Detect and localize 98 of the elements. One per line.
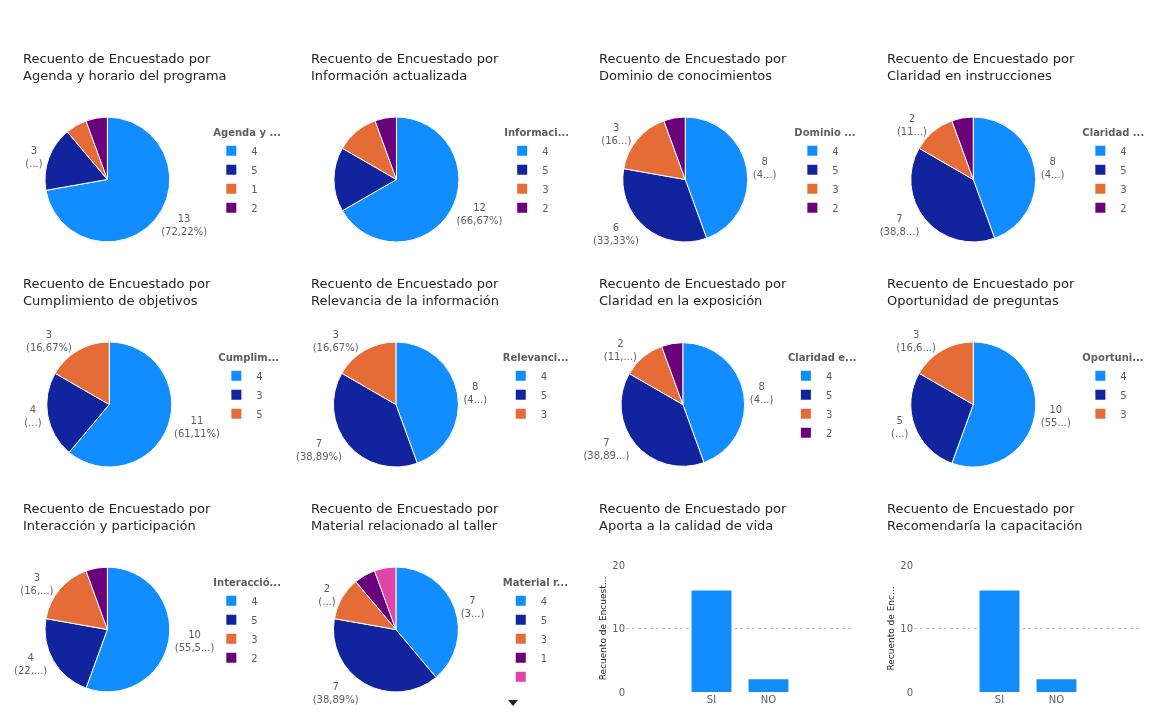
data-label: 4 (22,...) xyxy=(14,651,48,676)
legend-label: 5 xyxy=(832,164,839,176)
legend-label: 5 xyxy=(1120,164,1127,176)
legend-title: Informaci... xyxy=(504,127,570,139)
data-label: 3 (16...) xyxy=(601,122,632,147)
legend-label: 4 xyxy=(540,595,548,607)
legend-label: 3 xyxy=(540,633,548,645)
legend-title: Dominio ... xyxy=(794,127,856,139)
legend-label: 2 xyxy=(251,652,258,664)
legend-label: 4 xyxy=(251,145,258,157)
legend-label: 3 xyxy=(542,183,549,195)
legend-title: Agenda y ... xyxy=(213,127,281,139)
data-label: 2 (11,...) xyxy=(603,338,638,363)
legend-label: 1 xyxy=(251,183,258,195)
legend-label: 2 xyxy=(825,427,833,439)
legend-label: 4 xyxy=(251,595,258,607)
x-tick-label: NO xyxy=(1048,694,1065,705)
data-label: 10 (55,5...) xyxy=(174,628,215,653)
data-label: 11 (61,11%) xyxy=(173,415,221,440)
legend-label: 2 xyxy=(832,202,839,214)
legend-label: 4 xyxy=(256,370,263,382)
data-label: 8 (4...) xyxy=(463,381,488,406)
data-label: 2 (...) xyxy=(318,583,336,608)
data-label: 4 (...) xyxy=(24,403,42,428)
y-axis-title: Recuento de Enc... xyxy=(885,586,896,671)
chart-title: Recuento de Encuestado por Relevancia de la información xyxy=(311,276,500,308)
chart-title: Recuento de Encuestado por Claridad en la exposición xyxy=(599,276,787,308)
data-label: 7 (38,89%) xyxy=(296,437,343,462)
data-label: 7 (38,8...) xyxy=(879,212,920,237)
legend-label: 3 xyxy=(832,183,839,195)
legend-label: 5 xyxy=(540,614,548,626)
legend-label: 4 xyxy=(832,145,839,157)
legend-label: 3 xyxy=(1120,183,1127,195)
legend-title: Material r... xyxy=(502,577,568,589)
legend-label: 4 xyxy=(542,145,549,157)
data-label: 13 (72,22%) xyxy=(161,212,208,237)
y-tick-label: 10 xyxy=(612,623,625,634)
legend-label: 3 xyxy=(825,408,833,420)
data-label: 7 (3...) xyxy=(460,594,485,619)
y-tick-label: 0 xyxy=(906,686,913,698)
data-label: 7 (38,89%) xyxy=(312,680,359,705)
legend-label: 4 xyxy=(825,370,833,382)
legend-label: 2 xyxy=(542,202,549,214)
legend-label: 5 xyxy=(251,614,258,626)
y-tick-label: 20 xyxy=(612,559,625,571)
legend-label: 3 xyxy=(540,408,548,420)
legend-title: Relevanci... xyxy=(502,352,569,364)
legend-label: 5 xyxy=(825,389,833,401)
data-label: 8 (4...) xyxy=(749,381,774,406)
legend-label: 2 xyxy=(1120,202,1127,214)
data-label: 8 (4...) xyxy=(752,156,777,181)
x-tick-label: SI xyxy=(994,694,1005,705)
chart-title: Recuento de Encuestado por Dominio de conocimientos xyxy=(599,51,787,83)
y-tick-label: 20 xyxy=(900,559,913,571)
legend-title: Claridad ... xyxy=(1082,127,1145,139)
legend-label: 4 xyxy=(540,370,548,382)
legend-label: 2 xyxy=(251,202,258,214)
legend-title: Claridad e... xyxy=(787,352,857,364)
legend-title: Cumplim... xyxy=(218,352,280,364)
chart-title: Recuento de Encuestado por Oportunidad de preguntas xyxy=(887,276,1075,308)
chart-title: Recuento de Encuestado por Material relacionado al taller xyxy=(311,501,499,533)
data-label: 10 (55...) xyxy=(1040,403,1071,428)
legend-label: 3 xyxy=(251,633,258,645)
legend-label: 4 xyxy=(1120,370,1127,382)
data-label: 3 (16,6...) xyxy=(896,329,937,354)
y-tick-label: 0 xyxy=(618,686,625,698)
data-label: 2 (11...) xyxy=(896,112,928,137)
legend-label: 5 xyxy=(542,164,549,176)
legend-label: 4 xyxy=(1120,145,1127,157)
chart-title: Recuento de Encuestado por Información actualizada xyxy=(311,51,499,83)
data-label: 3 (16,...) xyxy=(20,572,54,597)
legend-label: 5 xyxy=(251,164,258,176)
legend-label: 3 xyxy=(256,389,263,401)
legend-label: 5 xyxy=(1120,389,1127,401)
data-label: 3 (16,67%) xyxy=(312,329,359,354)
data-label: 3 (16,67%) xyxy=(25,329,73,354)
y-axis-title: Recuento de Encuest... xyxy=(597,576,608,681)
y-tick-label: 10 xyxy=(900,623,913,634)
x-tick-label: SI xyxy=(706,694,717,705)
x-tick-label: NO xyxy=(760,694,777,705)
chart-title: Recuento de Encuestado por Claridad en instrucciones xyxy=(887,51,1075,83)
chart-title: Recuento de Encuestado por Recomendaría la capacitación xyxy=(887,501,1083,533)
legend-label: 1 xyxy=(540,652,548,664)
legend-label: 5 xyxy=(256,408,263,420)
chart-title: Recuento de Encuestado por Aporta a la calidad de vida xyxy=(599,501,787,533)
data-label: 7 (38,89...) xyxy=(583,437,630,462)
legend-title: Interacció... xyxy=(213,577,281,589)
legend-label: 3 xyxy=(1120,408,1127,420)
chart-title: Recuento de Encuestado por Agenda y horario del programa xyxy=(23,51,227,83)
data-label: 3 (...) xyxy=(25,144,43,169)
legend-title: Oportuni... xyxy=(1082,352,1144,364)
data-label: 5 (...) xyxy=(891,415,909,440)
chart-title: Recuento de Encuestado por Interacción y participación xyxy=(23,501,211,533)
data-label: 12 (66,67%) xyxy=(456,201,503,226)
data-label: 8 (4...) xyxy=(1040,156,1065,181)
chart-title: Recuento de Encuestado por Cumplimiento de objetivos xyxy=(23,276,211,308)
legend-label: 5 xyxy=(540,389,548,401)
data-label: 6 (33,33%) xyxy=(593,222,640,247)
